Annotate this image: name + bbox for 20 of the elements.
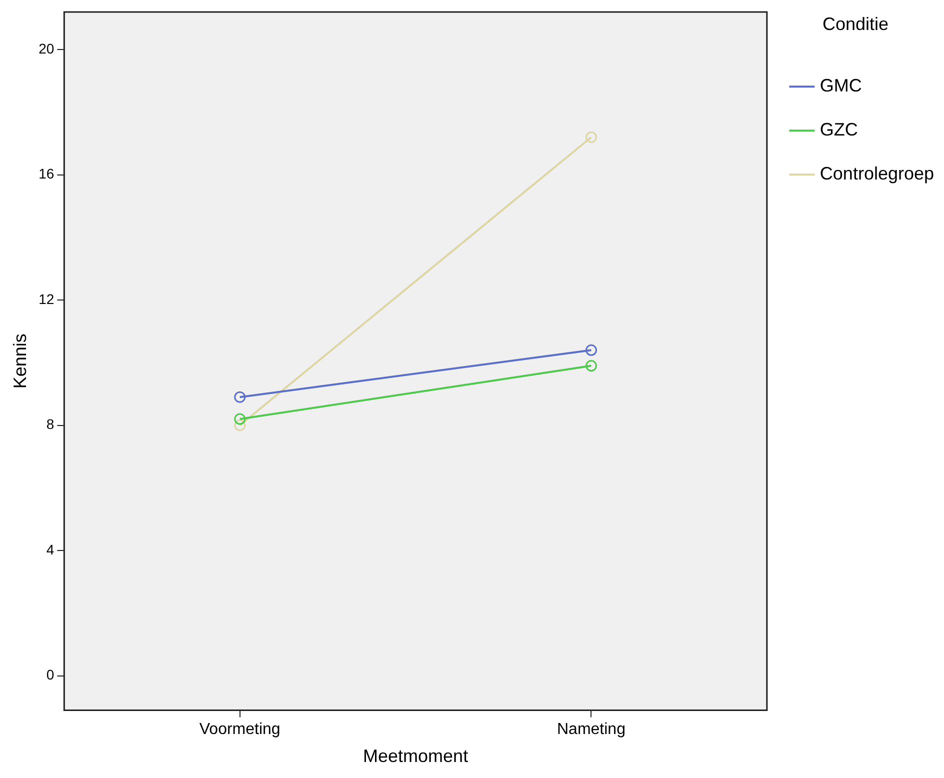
legend-label: GZC: [820, 120, 858, 140]
point: [585, 360, 597, 372]
y-tick-label: 20: [38, 40, 54, 56]
point: [234, 420, 246, 432]
y-tick-label: 12: [38, 290, 54, 307]
x-tick-label: Voormeting: [199, 721, 280, 738]
point: [585, 344, 597, 356]
legend-label: Controlegroep: [820, 164, 934, 184]
point: [234, 413, 246, 425]
point: [585, 131, 597, 143]
y-tick-label: 16: [38, 166, 54, 182]
x-axis-title: Meetmoment: [363, 746, 468, 766]
legend-label: GMC: [820, 76, 862, 96]
y-tick-label: 4: [46, 541, 54, 558]
point: [234, 391, 246, 403]
x-tick-label: Nameting: [556, 721, 626, 738]
y-axis-title: Kennis: [10, 334, 30, 389]
legend-title: Conditie: [822, 14, 888, 34]
y-tick-label: 0: [46, 666, 54, 683]
y-tick-label: 8: [46, 416, 54, 432]
